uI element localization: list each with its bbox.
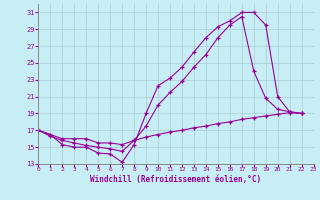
X-axis label: Windchill (Refroidissement éolien,°C): Windchill (Refroidissement éolien,°C) <box>91 175 261 184</box>
